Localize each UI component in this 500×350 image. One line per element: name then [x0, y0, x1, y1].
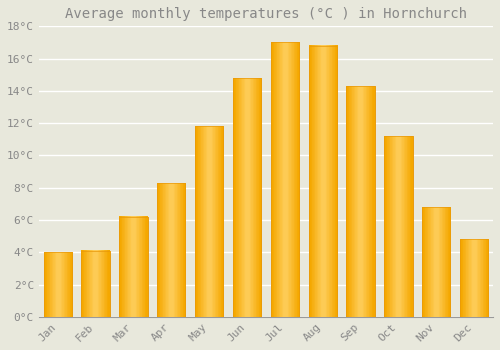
Title: Average monthly temperatures (°C ) in Hornchurch: Average monthly temperatures (°C ) in Ho… — [65, 7, 467, 21]
Bar — [384, 136, 412, 317]
Bar — [460, 239, 488, 317]
Bar — [195, 126, 224, 317]
Bar — [384, 136, 412, 317]
Bar — [233, 78, 261, 317]
Bar — [157, 183, 186, 317]
Bar — [346, 86, 375, 317]
Bar — [308, 46, 337, 317]
Bar — [346, 86, 375, 317]
Bar — [44, 252, 72, 317]
Bar — [119, 217, 148, 317]
Bar — [195, 126, 224, 317]
Bar — [82, 251, 110, 317]
Bar — [157, 183, 186, 317]
Bar — [44, 252, 72, 317]
Bar — [270, 42, 299, 317]
Bar — [422, 207, 450, 317]
Bar — [233, 78, 261, 317]
Bar — [82, 251, 110, 317]
Bar — [308, 46, 337, 317]
Bar — [422, 207, 450, 317]
Bar — [270, 42, 299, 317]
Bar — [119, 217, 148, 317]
Bar — [460, 239, 488, 317]
